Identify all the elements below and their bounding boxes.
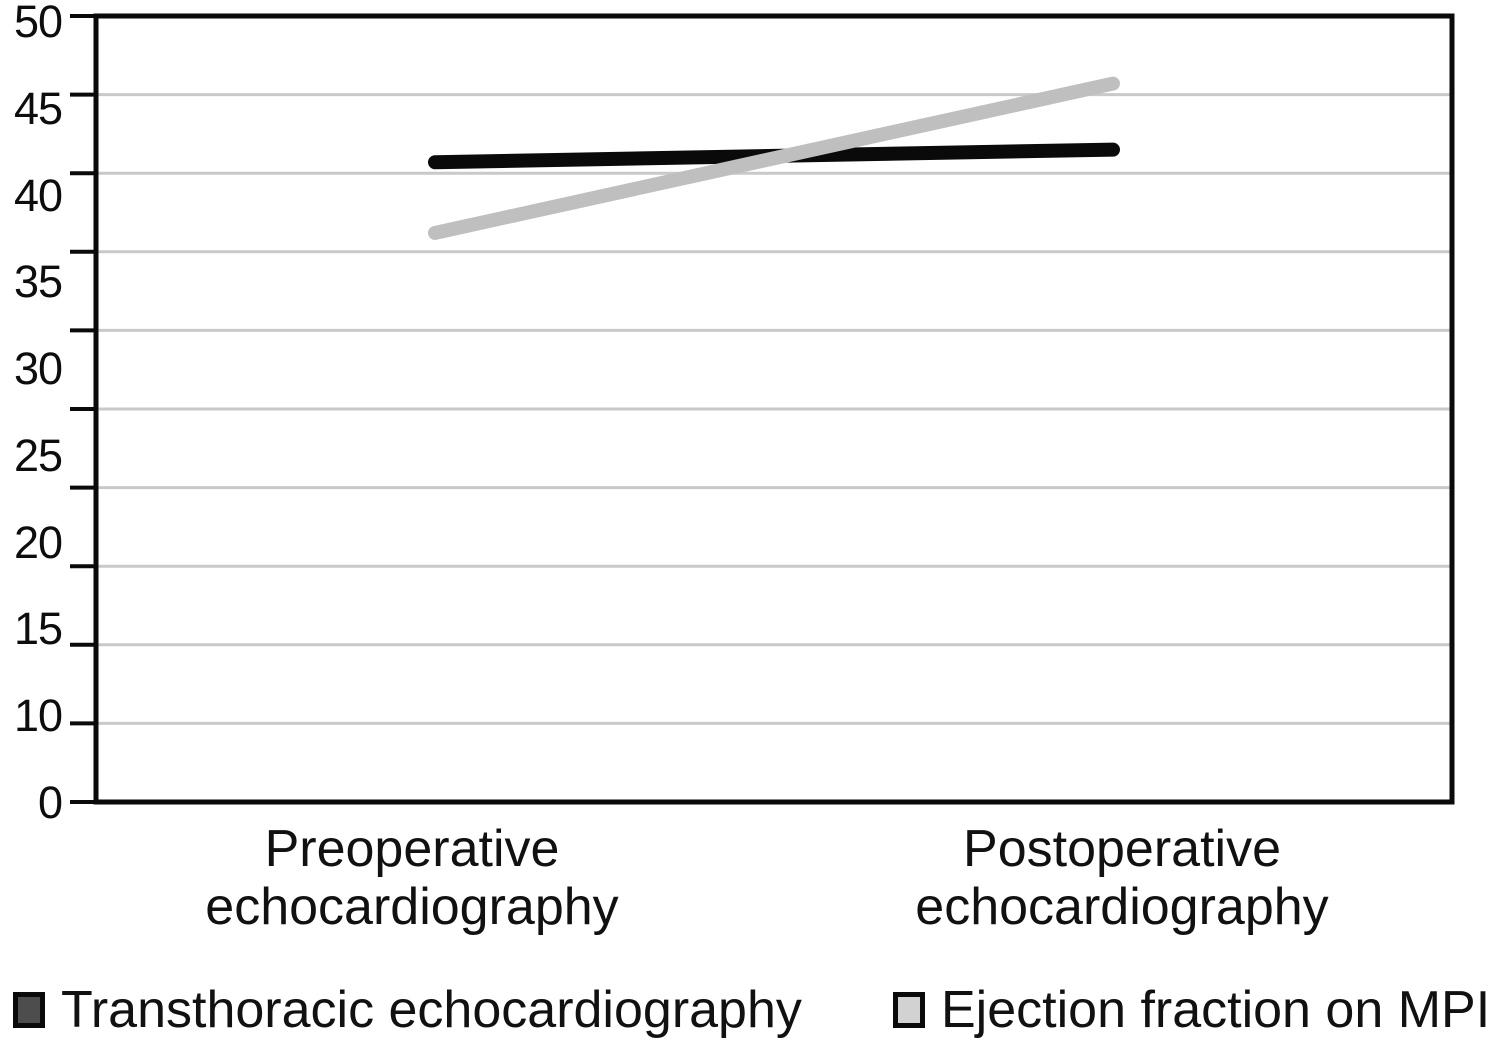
y-tick-label: 50 (13, 0, 63, 47)
legend-swatch-transthoracic-icon (13, 992, 45, 1028)
series-line (428, 76, 1120, 240)
x-category-label: Preoperative echocardiography (205, 820, 619, 936)
y-tick-label: 45 (13, 82, 63, 134)
legend-swatch-mpi-icon (893, 992, 925, 1028)
y-tick-label: 30 (13, 343, 63, 395)
y-tick-label: 40 (13, 169, 63, 221)
y-tick-label: 0 (37, 777, 63, 828)
y-tick-label: 35 (13, 256, 63, 308)
legend-label-transthoracic: Transthoracic echocardiography (61, 981, 802, 1039)
y-tick-label: 20 (13, 516, 63, 568)
y-tick-label: 15 (13, 603, 63, 655)
y-tick-label: 25 (13, 429, 63, 481)
x-category-label: Postoperative echocardiography (915, 820, 1329, 936)
legend-item-transthoracic-echocardiography: Transthoracic echocardiography (13, 982, 802, 1038)
legend-label-mpi: Ejection fraction on MPI (941, 981, 1491, 1039)
y-tick-label: 10 (13, 690, 63, 742)
legend-item-ejection-fraction-mpi: Ejection fraction on MPI (893, 982, 1490, 1038)
